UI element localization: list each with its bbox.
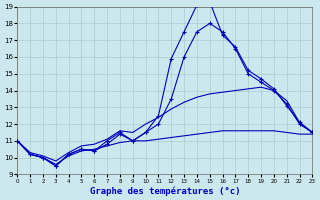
X-axis label: Graphe des températures (°c): Graphe des températures (°c) [90, 186, 240, 196]
